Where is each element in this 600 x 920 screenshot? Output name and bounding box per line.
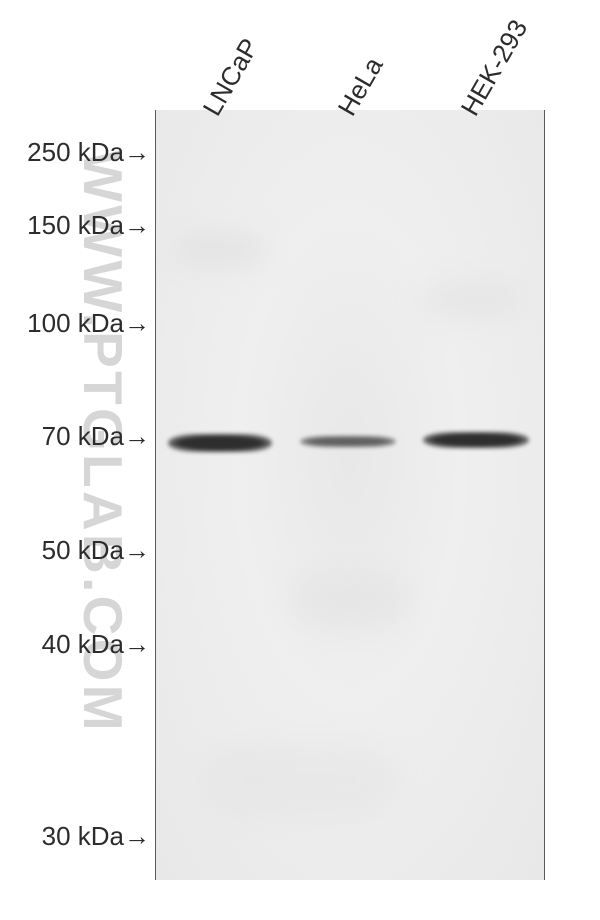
protein-band (423, 432, 529, 448)
mw-marker-label: 70 kDa→ (42, 421, 150, 452)
mw-marker-label: 150 kDa→ (27, 210, 150, 241)
gel-smudge (175, 235, 265, 265)
gel-smudge (420, 280, 520, 320)
lane-label: LNCaP (197, 33, 266, 121)
blot-figure: WWW.PTGLAB.COM LNCaPHeLaHEK-293 250 kDa→… (0, 0, 600, 920)
gel-smudge (290, 570, 410, 630)
lane-label: HEK-293 (455, 14, 535, 121)
gel-left-border (155, 110, 156, 880)
protein-band (168, 434, 272, 452)
gel-smudge (200, 740, 400, 820)
mw-marker-label: 100 kDa→ (27, 308, 150, 339)
protein-band (300, 436, 396, 447)
gel-right-border (544, 110, 545, 880)
mw-marker-label: 40 kDa→ (42, 629, 150, 660)
mw-marker-label: 30 kDa→ (42, 821, 150, 852)
mw-marker-label: 250 kDa→ (27, 137, 150, 168)
mw-marker-label: 50 kDa→ (42, 535, 150, 566)
